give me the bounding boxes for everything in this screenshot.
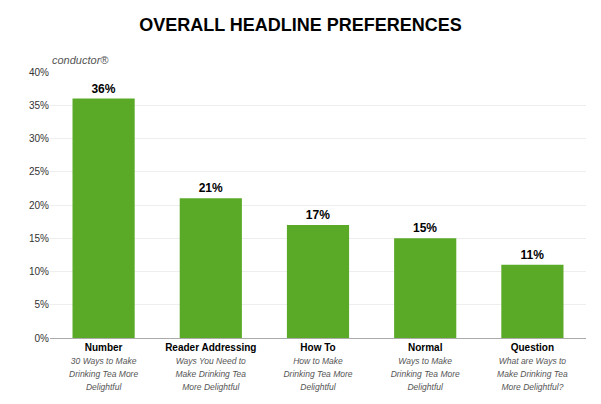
svg-text:11%: 11%	[521, 248, 545, 262]
svg-text:10%: 10%	[29, 266, 49, 277]
svg-text:35%: 35%	[29, 100, 49, 111]
svg-text:40%: 40%	[29, 67, 49, 78]
svg-text:conductor®: conductor®	[52, 54, 109, 66]
svg-text:QuestionWhat are Ways toMake D: QuestionWhat are Ways toMake Drinking Te…	[497, 342, 568, 392]
svg-text:Number30 Ways to MakeDrinking: Number30 Ways to MakeDrinking Tea MoreDe…	[69, 342, 138, 392]
svg-text:21%: 21%	[199, 181, 223, 195]
svg-text:30%: 30%	[29, 133, 49, 144]
svg-text:OVERALL HEADLINE PREFERENCES: OVERALL HEADLINE PREFERENCES	[139, 15, 462, 35]
svg-text:15%: 15%	[413, 221, 437, 235]
svg-text:17%: 17%	[306, 208, 330, 222]
svg-text:How ToHow to MakeDrinking Tea: How ToHow to MakeDrinking Tea MoreDeligh…	[283, 342, 352, 392]
svg-text:36%: 36%	[91, 82, 115, 96]
svg-text:20%: 20%	[29, 200, 49, 211]
svg-text:NormalWays to MakeDrinking Tea: NormalWays to MakeDrinking Tea MoreDelig…	[391, 342, 460, 392]
svg-text:Reader AddressingWays You Need: Reader AddressingWays You Need toMake Dr…	[165, 342, 256, 392]
svg-text:25%: 25%	[29, 166, 49, 177]
svg-text:15%: 15%	[29, 233, 49, 244]
svg-text:5%: 5%	[35, 299, 50, 310]
svg-text:0%: 0%	[35, 333, 50, 344]
